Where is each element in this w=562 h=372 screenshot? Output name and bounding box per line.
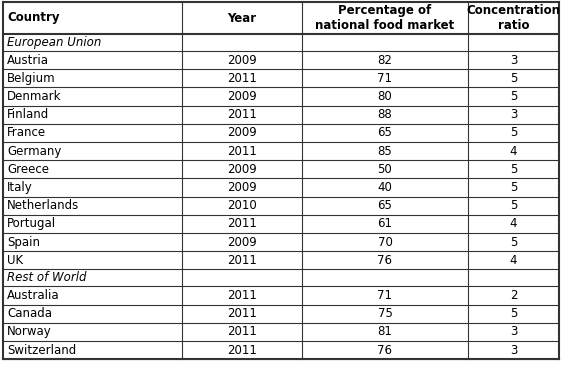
Text: 5: 5 [510, 181, 517, 194]
Text: 2009: 2009 [227, 163, 257, 176]
Text: Norway: Norway [7, 326, 52, 339]
Text: Canada: Canada [7, 307, 52, 320]
Text: Germany: Germany [7, 145, 61, 158]
Text: Percentage of
national food market: Percentage of national food market [315, 4, 455, 32]
Text: Italy: Italy [7, 181, 33, 194]
Text: 71: 71 [378, 72, 392, 85]
Text: 2: 2 [510, 289, 517, 302]
Text: 85: 85 [378, 145, 392, 158]
Text: Finland: Finland [7, 108, 49, 121]
Text: Denmark: Denmark [7, 90, 61, 103]
Text: 2009: 2009 [227, 235, 257, 248]
Text: 2011: 2011 [227, 307, 257, 320]
Text: 76: 76 [378, 254, 392, 267]
Text: 5: 5 [510, 90, 517, 103]
Text: 2011: 2011 [227, 254, 257, 267]
Text: UK: UK [7, 254, 23, 267]
Text: Year: Year [228, 12, 257, 25]
Text: 2009: 2009 [227, 90, 257, 103]
Text: 61: 61 [378, 217, 392, 230]
Text: 5: 5 [510, 235, 517, 248]
Text: 88: 88 [378, 108, 392, 121]
Text: 5: 5 [510, 126, 517, 140]
Text: 3: 3 [510, 54, 517, 67]
Text: 40: 40 [378, 181, 392, 194]
Text: Concentration
ratio: Concentration ratio [466, 4, 560, 32]
Text: 5: 5 [510, 307, 517, 320]
Text: Rest of World: Rest of World [7, 272, 87, 285]
Text: 3: 3 [510, 344, 517, 357]
Text: 2011: 2011 [227, 108, 257, 121]
Text: 76: 76 [378, 344, 392, 357]
Text: 70: 70 [378, 235, 392, 248]
Text: Belgium: Belgium [7, 72, 56, 85]
Text: Austria: Austria [7, 54, 49, 67]
Text: 2011: 2011 [227, 326, 257, 339]
Text: 4: 4 [510, 217, 517, 230]
Text: 2009: 2009 [227, 126, 257, 140]
Text: 5: 5 [510, 72, 517, 85]
Text: Switzerland: Switzerland [7, 344, 76, 357]
Text: 2010: 2010 [227, 199, 257, 212]
Text: 2011: 2011 [227, 344, 257, 357]
Text: 3: 3 [510, 108, 517, 121]
Text: 81: 81 [378, 326, 392, 339]
Text: 2011: 2011 [227, 289, 257, 302]
Text: 2009: 2009 [227, 181, 257, 194]
Text: Greece: Greece [7, 163, 49, 176]
Text: 80: 80 [378, 90, 392, 103]
Text: 2011: 2011 [227, 217, 257, 230]
Text: 2009: 2009 [227, 54, 257, 67]
Text: Spain: Spain [7, 235, 40, 248]
Text: 3: 3 [510, 326, 517, 339]
Text: Portugal: Portugal [7, 217, 56, 230]
Text: 82: 82 [378, 54, 392, 67]
Text: 50: 50 [378, 163, 392, 176]
Text: 2011: 2011 [227, 145, 257, 158]
Text: Country: Country [7, 12, 60, 25]
Text: 65: 65 [378, 199, 392, 212]
Text: 65: 65 [378, 126, 392, 140]
Text: Australia: Australia [7, 289, 60, 302]
Text: 75: 75 [378, 307, 392, 320]
Text: Netherlands: Netherlands [7, 199, 79, 212]
Text: 4: 4 [510, 254, 517, 267]
Text: 4: 4 [510, 145, 517, 158]
Text: 5: 5 [510, 199, 517, 212]
Text: 2011: 2011 [227, 72, 257, 85]
Text: France: France [7, 126, 46, 140]
Text: European Union: European Union [7, 36, 101, 49]
Text: 5: 5 [510, 163, 517, 176]
Text: 71: 71 [378, 289, 392, 302]
